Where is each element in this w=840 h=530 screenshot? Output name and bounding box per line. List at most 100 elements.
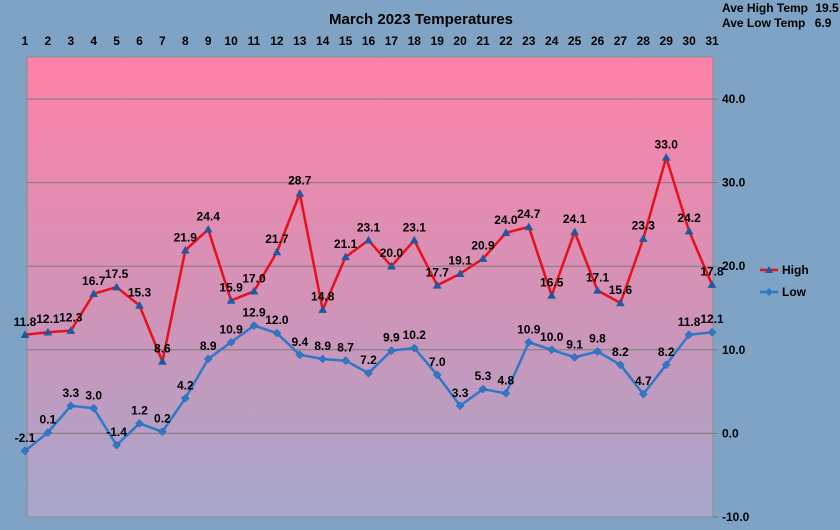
plot-area [26,56,714,518]
high-data-label: 24.0 [494,213,518,227]
ave-high-label: Ave High Temp [722,1,808,15]
low-data-label: 0.2 [154,412,171,426]
x-tick-label: 29 [660,34,674,48]
y-tick-label: 10.0 [722,343,746,357]
high-marker [318,305,328,313]
high-data-label: 23.1 [357,220,381,234]
x-tick-label: 6 [136,34,143,48]
high-marker [341,252,351,261]
low-data-label: 8.7 [337,341,354,355]
high-marker [661,153,671,161]
x-tick-label: 25 [568,34,582,48]
low-marker [478,384,488,394]
x-tick-label: 31 [705,34,719,48]
high-data-label: 24.7 [517,207,541,221]
low-marker [684,330,694,340]
legend-marker-low [765,288,773,296]
low-data-label: 4.7 [635,374,652,388]
low-marker [638,389,648,399]
high-data-label: 17.5 [105,267,129,281]
y-tick-label: 30.0 [722,176,746,190]
low-marker [593,347,602,356]
ave-low-label: Ave Low Temp [722,16,805,30]
low-marker [43,428,53,437]
low-marker [295,350,305,360]
high-data-label: 24.2 [677,211,701,225]
low-data-label: 7.2 [360,353,377,367]
high-marker [180,245,190,254]
x-tick-label: 17 [385,34,399,48]
low-marker [409,343,419,353]
x-tick-label: 9 [205,34,212,48]
high-marker [89,289,99,298]
low-marker [66,401,76,411]
high-marker [455,269,465,277]
low-data-label: 10.2 [403,328,427,342]
high-marker [684,226,694,235]
high-data-label: 16.5 [540,275,564,289]
low-marker [455,401,465,411]
high-marker [409,235,419,244]
low-marker [272,328,282,338]
low-marker [707,327,717,337]
x-tick-label: 30 [682,34,696,48]
low-data-label: -2.1 [15,431,36,445]
y-tick-label: 20.0 [722,259,746,273]
high-marker [66,326,76,334]
high-marker [43,327,53,336]
x-tick-label: 19 [431,34,445,48]
x-tick-label: 2 [45,34,52,48]
high-data-label: 17.7 [426,265,450,279]
y-tick-label: 40.0 [722,92,746,106]
low-marker [616,360,625,370]
high-data-label: 17.8 [700,265,724,279]
ave-low-stat: Ave Low Temp 6.9 [722,16,832,30]
high-data-label: 33.0 [655,138,679,152]
high-marker [249,286,259,295]
high-data-label: 12.1 [36,312,60,326]
low-data-label: 12.0 [265,313,289,327]
low-marker [547,345,557,355]
low-data-label: 9.9 [383,331,400,345]
high-marker [524,222,534,231]
high-marker [547,290,557,299]
low-data-label: 10.9 [219,322,243,336]
low-marker [226,337,236,347]
x-axis-ticks: 1 2 3 4 5 6 7 8 9 10 11 12 13 14 15 16 17 18 19 20 21 22 23 24 2… [22,34,719,48]
low-data-label: 3.3 [452,386,469,400]
low-marker [364,368,373,378]
x-tick-label: 20 [453,34,467,48]
data-labels: 11.8 12.1 12.316.7 17.515.38.621.924.415.91… [14,138,724,445]
high-marker [386,261,396,270]
high-marker [135,300,144,309]
low-marker [112,440,121,450]
high-data-label: 12.3 [59,311,83,325]
low-data-label: 4.8 [498,373,515,387]
high-data-label: 24.1 [563,212,587,226]
x-tick-label: 5 [113,34,120,48]
high-data-label: 16.7 [82,274,106,288]
low-data-label: 12.1 [700,312,724,326]
high-data-label: 20.9 [471,239,495,253]
low-data-label: 9.8 [589,331,606,345]
high-data-label: 15.3 [128,285,152,299]
low-data-label: 10.0 [540,330,564,344]
high-marker [272,247,282,256]
x-tick-label: 14 [316,34,330,48]
high-data-label: 17.1 [586,270,610,284]
x-tick-label: 11 [248,34,261,48]
low-data-label: 8.9 [200,339,217,353]
low-data-label: 8.2 [612,345,629,359]
y-axis-ticks: -10.0 0.0 10.0 20.0 30.0 40.0 [713,92,750,524]
x-tick-label: 3 [67,34,74,48]
low-marker [318,354,328,364]
low-data-label: 11.8 [678,315,701,329]
low-data-label: 7.0 [429,355,446,369]
low-marker [158,427,167,437]
x-tick-label: 13 [293,34,307,48]
high-marker [295,188,305,197]
high-data-label: 23.3 [632,219,656,233]
high-data-label: 21.7 [265,232,289,246]
low-data-label: 5.3 [475,369,492,383]
